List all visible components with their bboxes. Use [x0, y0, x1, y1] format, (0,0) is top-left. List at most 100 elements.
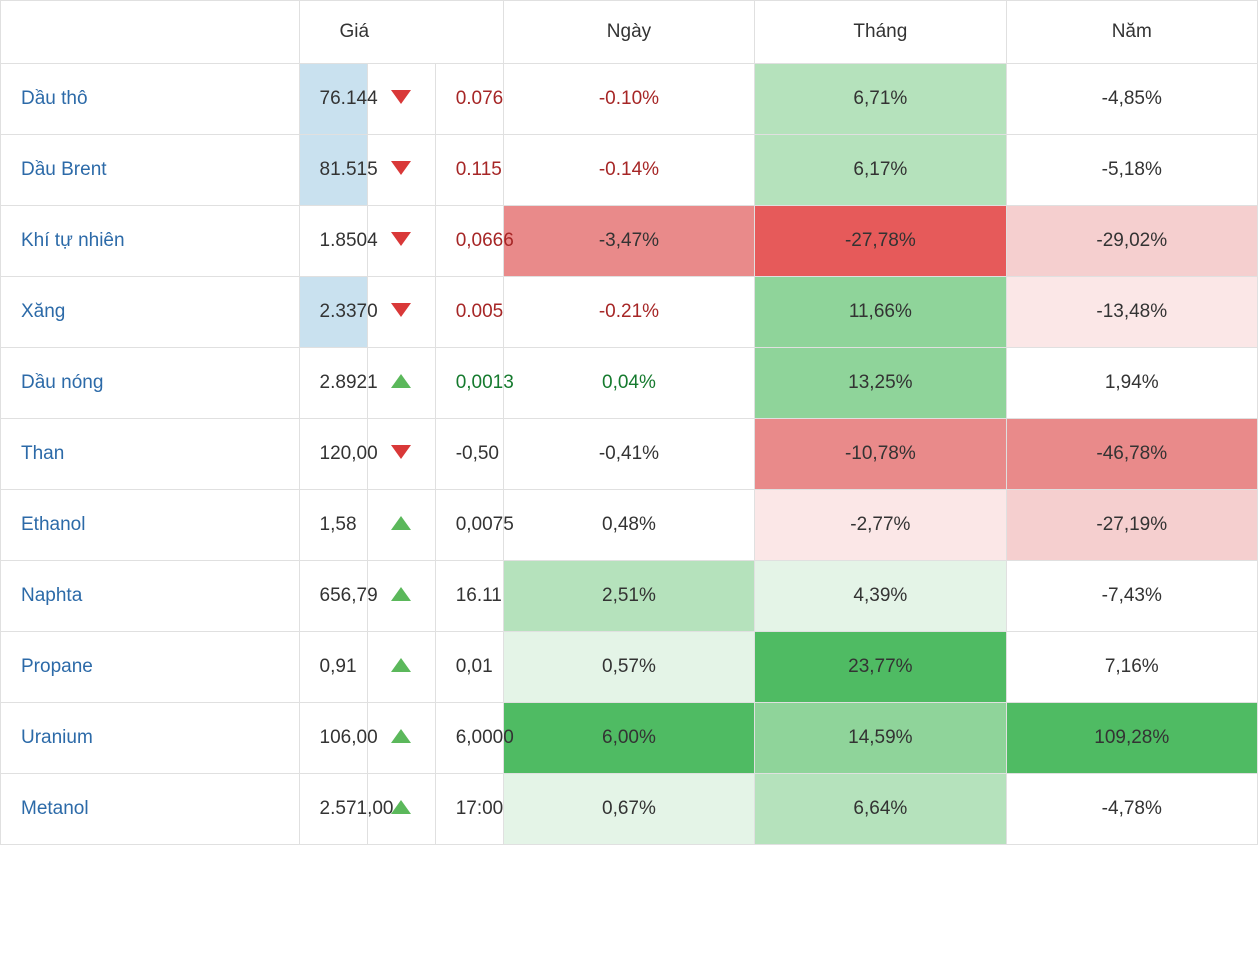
commodity-name-cell[interactable]: Dầu Brent — [1, 135, 300, 206]
change-cell: -0,50 — [435, 419, 503, 490]
commodity-name[interactable]: Propane — [21, 656, 93, 677]
year-cell: 109,28% — [1006, 703, 1257, 774]
price-cell: 120,00 — [299, 419, 367, 490]
month-cell: 6,64% — [755, 774, 1006, 845]
day-cell: 6,00% — [503, 703, 754, 774]
commodity-name-cell[interactable]: Dầu thô — [1, 64, 300, 135]
header-day[interactable]: Ngày — [503, 1, 754, 64]
month-cell: 6,17% — [755, 135, 1006, 206]
triangle-down-icon — [391, 445, 411, 459]
price-cell: 81.515 — [299, 135, 367, 206]
change-cell: 0.005 — [435, 277, 503, 348]
commodity-name-cell[interactable]: Uranium — [1, 703, 300, 774]
year-cell: -29,02% — [1006, 206, 1257, 277]
header-year[interactable]: Năm — [1006, 1, 1257, 64]
month-cell: 6,71% — [755, 64, 1006, 135]
commodity-name-cell[interactable]: Than — [1, 419, 300, 490]
day-cell: -3,47% — [503, 206, 754, 277]
day-cell: 0,48% — [503, 490, 754, 561]
direction-cell — [367, 632, 435, 703]
commodity-name-cell[interactable]: Propane — [1, 632, 300, 703]
table-row: Dầu Brent 81.515 0.115-0.14%6,17%-5,18% — [1, 135, 1258, 206]
triangle-down-icon — [391, 161, 411, 175]
day-cell: 0,04% — [503, 348, 754, 419]
table-row: Xăng 2.3370 0.005-0.21%11,66%-13,48% — [1, 277, 1258, 348]
price-cell: 106,00 — [299, 703, 367, 774]
change-cell: 0,0666 — [435, 206, 503, 277]
month-cell: 23,77% — [755, 632, 1006, 703]
change-cell: 0,0075 — [435, 490, 503, 561]
table-row: Khí tự nhiên 1.8504 0,0666-3,47%-27,78%-29… — [1, 206, 1258, 277]
table-row: Naphta 656,79 16.112,51%4,39%-7,43% — [1, 561, 1258, 632]
year-cell: -7,43% — [1006, 561, 1257, 632]
month-cell: 11,66% — [755, 277, 1006, 348]
day-cell: -0.21% — [503, 277, 754, 348]
change-cell: 6,0000 — [435, 703, 503, 774]
commodity-name[interactable]: Than — [21, 443, 64, 464]
triangle-down-icon — [391, 232, 411, 246]
month-cell: -27,78% — [755, 206, 1006, 277]
direction-cell — [367, 490, 435, 561]
triangle-down-icon — [391, 303, 411, 317]
year-cell: -5,18% — [1006, 135, 1257, 206]
triangle-up-icon — [391, 658, 411, 672]
change-cell: 0,01 — [435, 632, 503, 703]
commodity-name-cell[interactable]: Dầu nóng — [1, 348, 300, 419]
commodity-name[interactable]: Dầu Brent — [21, 159, 107, 180]
change-cell: 16.11 — [435, 561, 503, 632]
day-cell: -0,41% — [503, 419, 754, 490]
price-cell: 2.8921 — [299, 348, 367, 419]
header-month[interactable]: Tháng — [755, 1, 1006, 64]
year-cell: 7,16% — [1006, 632, 1257, 703]
month-cell: 14,59% — [755, 703, 1006, 774]
year-cell: -13,48% — [1006, 277, 1257, 348]
commodity-name-cell[interactable]: Khí tự nhiên — [1, 206, 300, 277]
year-cell: -4,85% — [1006, 64, 1257, 135]
commodity-name[interactable]: Ethanol — [21, 514, 85, 535]
commodities-table: Giá Ngày Tháng Năm Dầu thô76.1440.076-0.… — [0, 0, 1258, 845]
commodity-name[interactable]: Metanol — [21, 798, 89, 819]
change-cell: 0.115 — [435, 135, 503, 206]
month-cell: 4,39% — [755, 561, 1006, 632]
change-cell: 0,0013 — [435, 348, 503, 419]
price-cell: 1.8504 — [299, 206, 367, 277]
commodity-name-cell[interactable]: Xăng — [1, 277, 300, 348]
day-cell: 2,51% — [503, 561, 754, 632]
price-cell: 2.571,00 — [299, 774, 367, 845]
table-row: Propane0,910,010,57%23,77%7,16% — [1, 632, 1258, 703]
month-cell: 13,25% — [755, 348, 1006, 419]
commodity-name[interactable]: Xăng — [21, 301, 65, 322]
day-cell: 0,57% — [503, 632, 754, 703]
year-cell: -27,19% — [1006, 490, 1257, 561]
commodity-name-cell[interactable]: Naphta — [1, 561, 300, 632]
price-cell: 2.3370 — [299, 277, 367, 348]
year-cell: 1,94% — [1006, 348, 1257, 419]
year-cell: -4,78% — [1006, 774, 1257, 845]
commodity-name[interactable]: Uranium — [21, 727, 93, 748]
header-price[interactable]: Giá — [299, 1, 503, 64]
price-cell: 656,79 — [299, 561, 367, 632]
commodity-name[interactable]: Khí tự nhiên — [21, 230, 125, 251]
table-row: Dầu thô 76.144 0.076-0.10%6,71%-4,85% — [1, 64, 1258, 135]
commodity-name-cell[interactable]: Metanol — [1, 774, 300, 845]
triangle-up-icon — [391, 516, 411, 530]
price-cell: 1,58 — [299, 490, 367, 561]
year-cell: -46,78% — [1006, 419, 1257, 490]
table-header-row: Giá Ngày Tháng Năm — [1, 1, 1258, 64]
header-name[interactable] — [1, 1, 300, 64]
triangle-up-icon — [391, 587, 411, 601]
table-row: Dầu nóng 2.8921 0,00130,04%13,25%1,94% — [1, 348, 1258, 419]
day-cell: -0.14% — [503, 135, 754, 206]
price-cell: 76.144 — [299, 64, 367, 135]
change-cell: 0.076 — [435, 64, 503, 135]
commodity-name-cell[interactable]: Ethanol — [1, 490, 300, 561]
commodity-name[interactable]: Naphta — [21, 585, 82, 606]
commodity-name[interactable]: Dầu nóng — [21, 372, 103, 393]
month-cell: -10,78% — [755, 419, 1006, 490]
triangle-up-icon — [391, 374, 411, 388]
day-cell: -0.10% — [503, 64, 754, 135]
table-row: Than 120,00 -0,50-0,41%-10,78%-46,78% — [1, 419, 1258, 490]
commodity-name[interactable]: Dầu thô — [21, 88, 88, 109]
table-row: Ethanol1,580,00750,48%-2,77%-27,19% — [1, 490, 1258, 561]
day-cell: 0,67% — [503, 774, 754, 845]
